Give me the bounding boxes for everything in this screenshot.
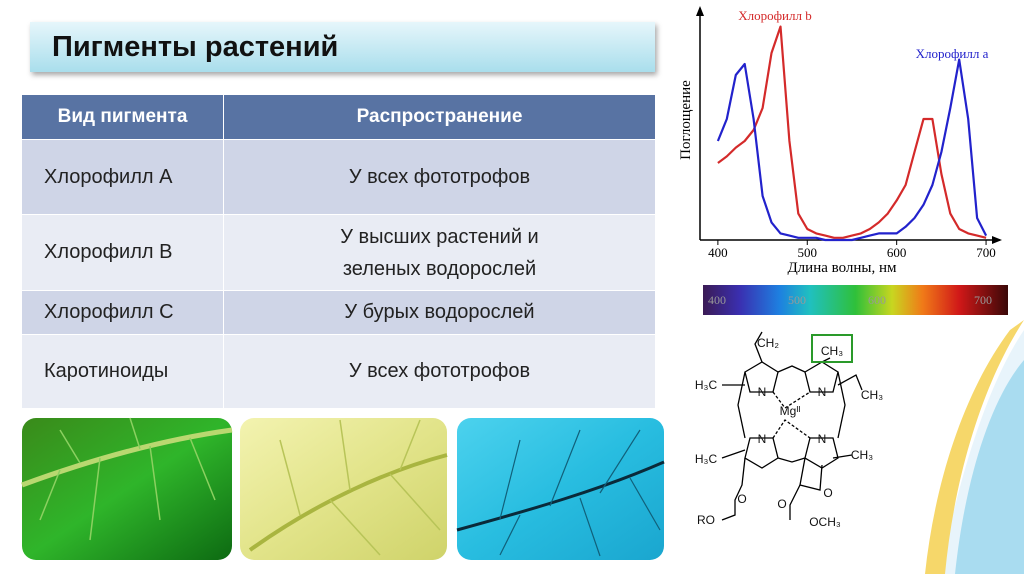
structure-label: CH₃ [861, 388, 883, 402]
series-line [717, 25, 987, 239]
structure-label: N [818, 432, 827, 446]
leaf-image [21, 417, 233, 560]
spectrum-label: 700 [974, 293, 992, 307]
table-cell: Каротиноиды [22, 334, 224, 408]
structure-label: N [758, 385, 767, 399]
series-label: Хлорофилл b [738, 8, 811, 23]
chlorophyll-structure [721, 331, 863, 521]
table-header: Распространение [223, 95, 655, 140]
structure-label: H₃C [695, 452, 718, 466]
spectrum-label: 400 [708, 293, 726, 307]
structure-label: CH₃ [821, 344, 843, 358]
table-cell: Хлорофилл C [22, 290, 224, 335]
table-cell: Хлорофилл A [22, 139, 224, 215]
structure-label: H₃C [695, 378, 718, 392]
structure-label: O [823, 486, 832, 500]
series-label: Хлорофилл a [916, 46, 989, 61]
leaf-image [456, 418, 665, 560]
series-line [716, 58, 988, 242]
structure-label: O [777, 497, 786, 511]
highlight-box [811, 334, 853, 363]
x-tick-label: 400 [708, 245, 728, 260]
axis-arrow [696, 6, 704, 16]
x-tick-label: 700 [976, 245, 996, 260]
x-tick-label: 500 [798, 245, 818, 260]
structure-label: CH₂ [757, 336, 779, 350]
structure-label: CH₃ [851, 448, 873, 462]
structure-label: Mgᴵᴵ [780, 404, 801, 418]
absorption-chart: Поглощение Длина волны, нм [678, 6, 1002, 276]
x-axis-label: Длина волны, нм [787, 260, 897, 276]
structure-label: RO [697, 513, 715, 527]
slide-title: Пигменты растений [30, 22, 655, 72]
table-header: Вид пигмента [22, 95, 224, 140]
structure-label: N [758, 432, 767, 446]
spectrum-label: 500 [788, 293, 806, 307]
swoosh [955, 360, 1024, 574]
table-cell: У бурых водорослей [223, 290, 655, 335]
y-axis-label: Поглощение [678, 80, 694, 160]
spectrum-bar [703, 285, 1008, 315]
table-cell: У высших растений и зеленых водорослей [223, 214, 655, 291]
table-cell: Хлорофилл B [22, 214, 224, 291]
table-cell: У всех фототрофов [223, 139, 655, 215]
cell-text: У высших растений и зеленых водорослей [340, 225, 539, 280]
swoosh [925, 320, 1024, 574]
leaf-image [240, 418, 448, 560]
structure-label: N [818, 385, 827, 399]
structure-label: O [737, 492, 746, 506]
axis-arrow [992, 236, 1002, 244]
spectrum-label: 600 [868, 293, 886, 307]
structure-label: OCH₃ [809, 515, 841, 529]
x-tick-label: 600 [887, 245, 907, 260]
table-cell: У всех фототрофов [223, 334, 655, 408]
